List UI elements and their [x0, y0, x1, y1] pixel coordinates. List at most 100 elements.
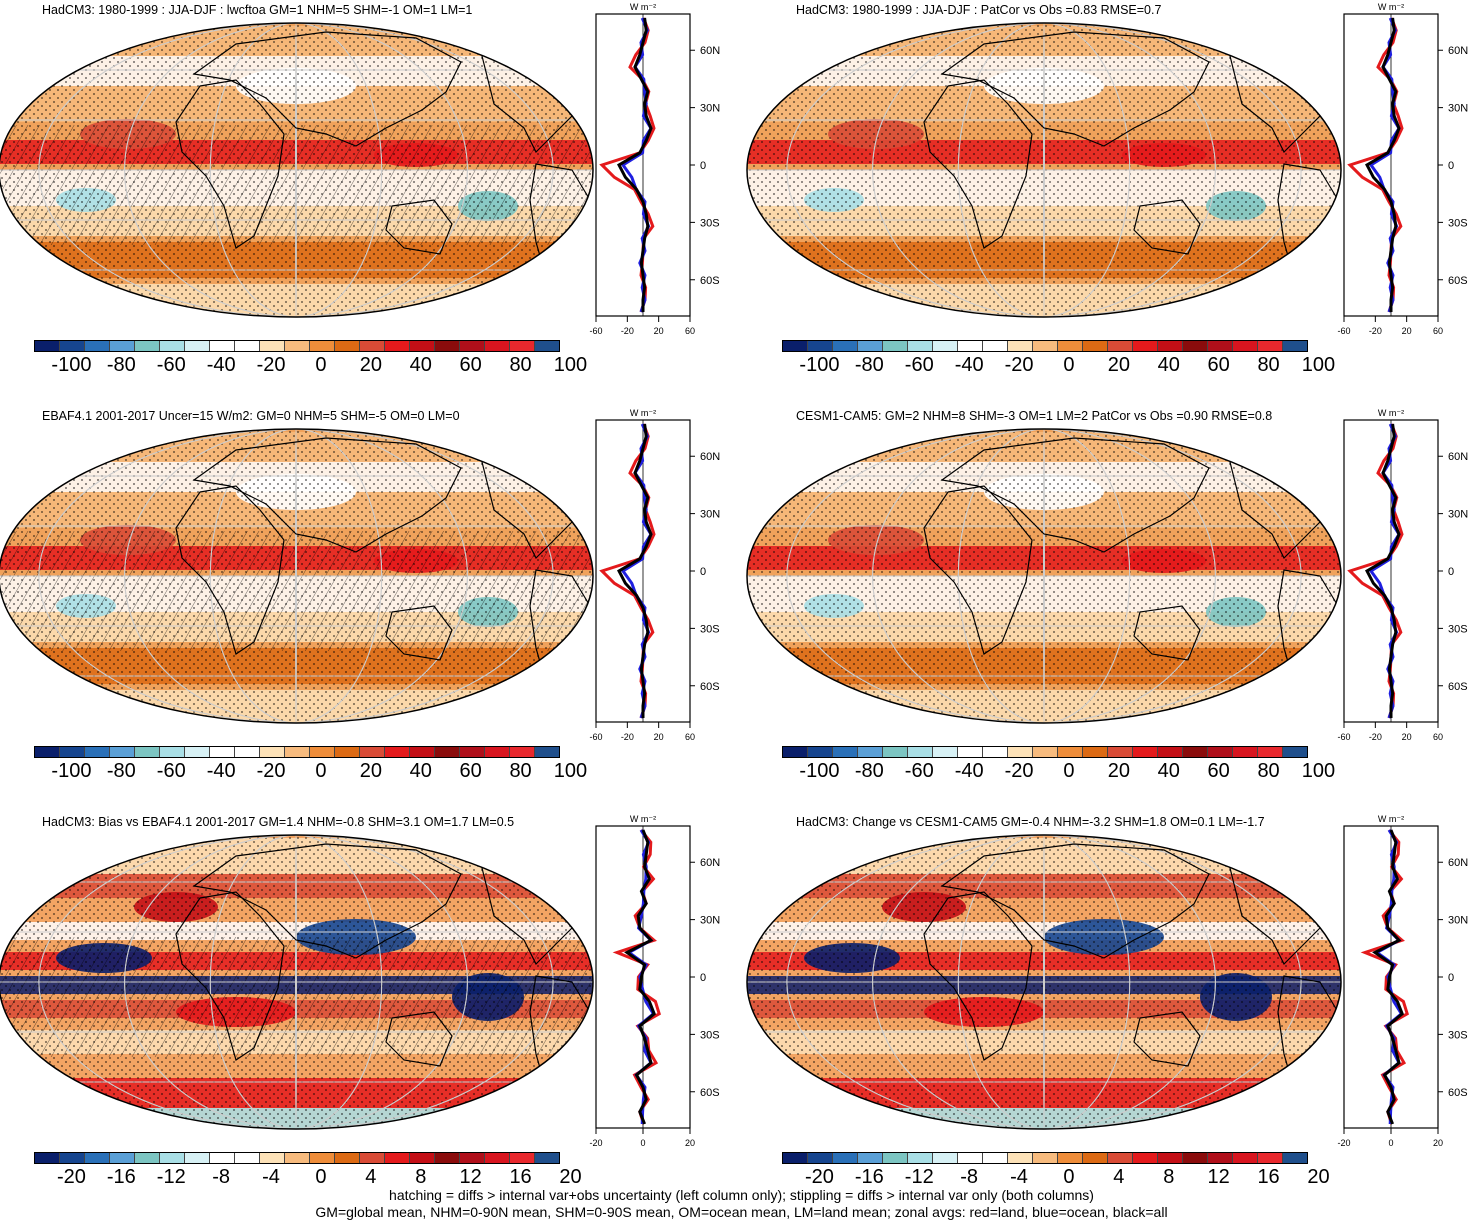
colorbar — [34, 1152, 560, 1164]
colorbar-swatch — [858, 747, 883, 757]
lat-label: 30S — [700, 217, 720, 229]
map-container — [744, 832, 1344, 1132]
colorbar-label: 0 — [1063, 354, 1075, 376]
colorbar-labels: -20 -16 -12 -8 -4 0 4 8 12 16 20 — [782, 1166, 1330, 1190]
colorbar-swatch — [110, 341, 135, 351]
colorbar-swatch — [485, 341, 510, 351]
continent-australia — [385, 1011, 453, 1067]
colorbar-label: 20 — [1307, 1166, 1330, 1188]
colorbar-label: -20 — [256, 354, 286, 376]
colorbar-label: 60 — [1207, 760, 1230, 782]
colorbar-swatch — [235, 341, 260, 351]
panel-p3: EBAF4.1 2001-2017 Uncer=15 W/m2: GM=0 NH… — [0, 406, 740, 806]
colorbar-swatch — [783, 747, 808, 757]
colorbar-swatch — [1108, 1153, 1133, 1163]
panel-title: HadCM3: Change vs CESM1-CAM5 GM=-0.4 NHM… — [796, 815, 1265, 829]
colorbar-label: -4 — [262, 1166, 280, 1188]
colorbar-swatch — [360, 341, 385, 351]
colorbar-swatch — [1033, 747, 1058, 757]
colorbar-labels: -100 -80 -60 -40 -20 0 20 40 60 80 100 — [782, 760, 1335, 784]
colorbar-swatch — [933, 341, 958, 351]
lat-label: 60S — [700, 681, 720, 693]
colorbar-swatch — [1083, 1153, 1108, 1163]
zonal-mean-plot: W m⁻² -20 0 20 60N 30N 0 30S 60S — [589, 814, 720, 1148]
lat-label: 60N — [1448, 857, 1468, 869]
colorbar-swatch — [285, 341, 310, 351]
map-container — [744, 20, 1344, 320]
colorbar-swatch — [310, 341, 335, 351]
continent-africa — [923, 485, 1033, 655]
colorbar-swatch — [808, 1153, 833, 1163]
lat-label: 0 — [1448, 566, 1454, 578]
colorbar-swatch — [385, 1153, 410, 1163]
colorbar-label: 60 — [459, 760, 482, 782]
colorbar-swatch — [1258, 747, 1283, 757]
colorbar-label: -60 — [904, 354, 934, 376]
zonal-tick-label: -60 — [1337, 326, 1350, 336]
colorbar-swatch — [335, 1153, 360, 1163]
continent-eurasia — [940, 437, 1210, 553]
colorbar-labels: -100 -80 -60 -40 -20 0 20 40 60 80 100 — [782, 354, 1335, 378]
zonal-all-curve — [1365, 17, 1401, 312]
colorbar-swatch — [410, 341, 435, 351]
zonal-mean-plot: W m⁻² -60 -20 20 60 60N 30N 0 30S 60S — [589, 408, 720, 742]
colorbar-swatch — [858, 341, 883, 351]
colorbar-swatch — [883, 341, 908, 351]
colorbar-swatch — [85, 747, 110, 757]
colorbar-swatch — [1033, 1153, 1058, 1163]
colorbar-label: -8 — [960, 1166, 979, 1188]
colorbar-label: 40 — [409, 354, 432, 376]
colorbar-swatch — [1158, 341, 1183, 351]
colorbar-swatch — [35, 747, 60, 757]
colorbar-swatch — [1158, 747, 1183, 757]
zonal-tick-label: 60 — [1433, 732, 1443, 742]
colorbar-label: -80 — [106, 760, 136, 782]
colorbar — [782, 340, 1308, 352]
zonal-tick-label: 60 — [685, 732, 695, 742]
colorbar-swatch — [833, 1153, 858, 1163]
lat-label: 30N — [700, 103, 720, 115]
colorbar-label: -20 — [1004, 354, 1034, 376]
footer-line-2: GM=global mean, NHM=0-90N mean, SHM=0-90… — [315, 1204, 1168, 1220]
footer-line-1: hatching = diffs > internal var+obs unce… — [389, 1187, 1094, 1203]
colorbar-swatch — [535, 341, 559, 351]
lat-label: 60S — [700, 1087, 720, 1099]
colorbar-label: 0 — [315, 1166, 327, 1188]
zonal-tick-label: 60 — [685, 326, 695, 336]
colorbar-swatch — [933, 1153, 958, 1163]
colorbar-swatch — [1133, 341, 1158, 351]
colorbar-swatch — [1108, 341, 1133, 351]
colorbar-swatch — [385, 747, 410, 757]
colorbar-swatch — [35, 1153, 60, 1163]
colorbar-swatch — [808, 747, 833, 757]
colorbar-label: 16 — [1257, 1166, 1280, 1188]
colorbar-swatch — [833, 341, 858, 351]
colorbar-label: 0 — [1063, 760, 1075, 782]
colorbar-swatch — [983, 1153, 1008, 1163]
colorbar-swatch — [285, 1153, 310, 1163]
zonal-land-curve — [1347, 17, 1404, 313]
robinson-map — [746, 428, 1342, 724]
colorbar-swatch — [85, 1153, 110, 1163]
zonal-tick-label: 60 — [1433, 326, 1443, 336]
colorbar-swatch — [160, 747, 185, 757]
robinson-map — [0, 834, 594, 1130]
colorbar-swatch — [883, 747, 908, 757]
colorbar-swatch — [1283, 747, 1307, 757]
zonal-all-curve — [617, 17, 653, 312]
colorbar-swatch — [908, 341, 933, 351]
zonal-unit-label: W m⁻² — [630, 814, 656, 824]
colorbar-swatch — [535, 747, 559, 757]
colorbar-swatch — [858, 1153, 883, 1163]
colorbar-label: -16 — [106, 1166, 136, 1188]
zonal-tick-label: -20 — [621, 326, 634, 336]
robinson-map — [746, 22, 1342, 318]
colorbar-label: -12 — [904, 1166, 934, 1188]
colorbar-swatch — [1258, 341, 1283, 351]
zonal-all-curve — [624, 829, 656, 1125]
lat-label: 30N — [1448, 915, 1468, 927]
colorbar-swatch — [1058, 1153, 1083, 1163]
lat-label: 60N — [700, 451, 720, 463]
colorbar-label: 100 — [1301, 354, 1336, 376]
zonal-tick-label: 20 — [1402, 732, 1412, 742]
